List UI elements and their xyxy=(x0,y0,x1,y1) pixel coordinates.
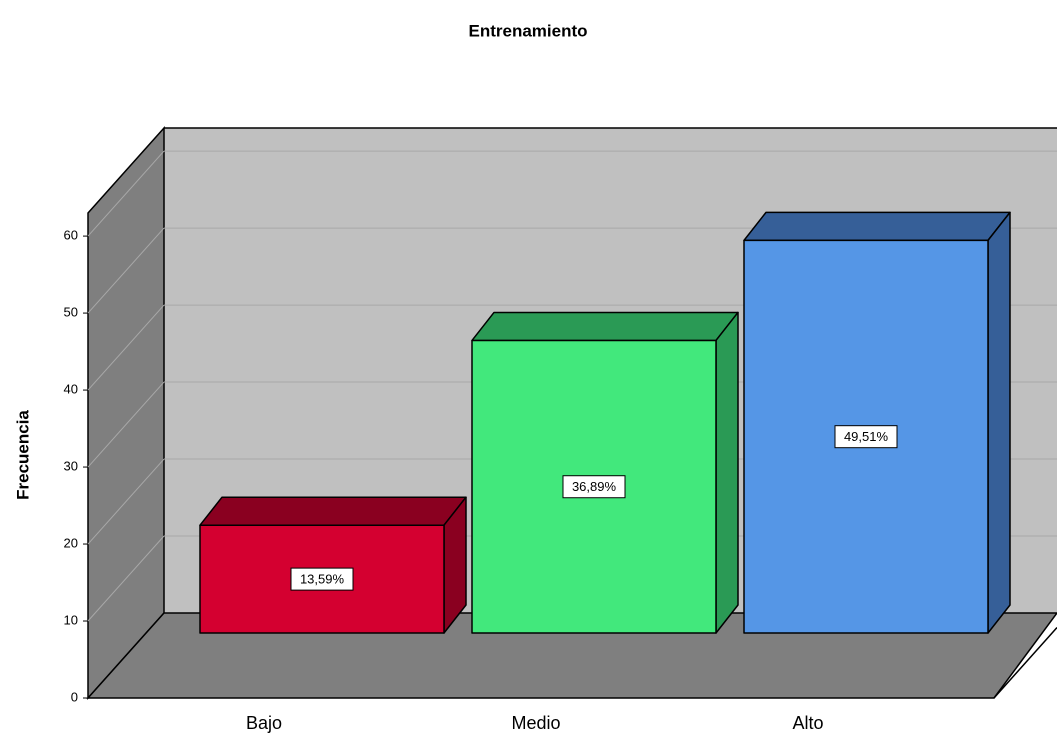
y-tick-label: 30 xyxy=(64,458,78,473)
value-label-box xyxy=(290,567,354,591)
floor-edge xyxy=(993,627,1057,699)
grid-line xyxy=(87,227,165,314)
bar-top xyxy=(199,496,467,526)
bar-top xyxy=(743,211,1011,242)
chart-title: Entrenamiento xyxy=(468,21,587,40)
x-tick-label: Medio xyxy=(511,713,560,733)
value-label: 13,59% xyxy=(300,572,345,587)
y-tick-label: 50 xyxy=(64,305,78,320)
floor xyxy=(86,612,1057,699)
grid-line xyxy=(87,535,165,622)
grid-line xyxy=(87,304,165,391)
x-tick-label: Alto xyxy=(792,713,823,733)
grid-line xyxy=(87,458,165,545)
y-axis-label: Frecuencia xyxy=(13,410,32,500)
y-tick-label: 40 xyxy=(64,382,78,397)
value-label-box xyxy=(562,475,626,499)
y-tick-label: 0 xyxy=(71,689,78,704)
bar-side xyxy=(715,311,739,634)
x-tick-label: Bajo xyxy=(246,713,282,733)
y-tick-label: 60 xyxy=(64,228,78,243)
value-label-box xyxy=(834,425,898,449)
y-tick-label: 10 xyxy=(64,612,78,627)
bar-top xyxy=(471,311,739,342)
bar-side xyxy=(987,211,1011,634)
value-label: 49,51% xyxy=(844,429,889,444)
value-label: 36,89% xyxy=(572,479,617,494)
y-tick-label: 20 xyxy=(64,535,78,550)
grid-line xyxy=(87,150,165,237)
grid-line xyxy=(87,381,165,468)
left-wall xyxy=(87,126,165,700)
